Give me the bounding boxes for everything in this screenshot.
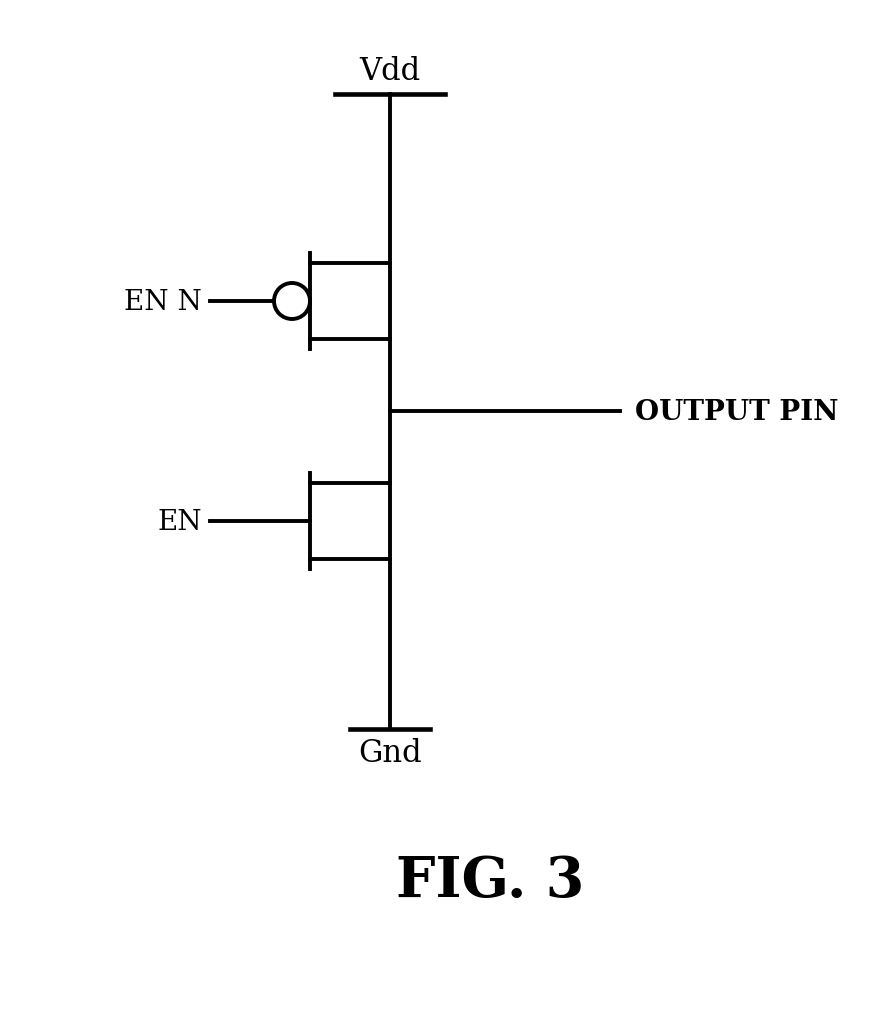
Text: OUTPUT PIN: OUTPUT PIN [635,398,838,425]
Text: FIG. 3: FIG. 3 [396,853,584,909]
Text: Gnd: Gnd [359,737,422,768]
Text: EN: EN [157,508,202,535]
Text: EN N: EN N [124,288,202,315]
Text: Vdd: Vdd [359,56,420,87]
